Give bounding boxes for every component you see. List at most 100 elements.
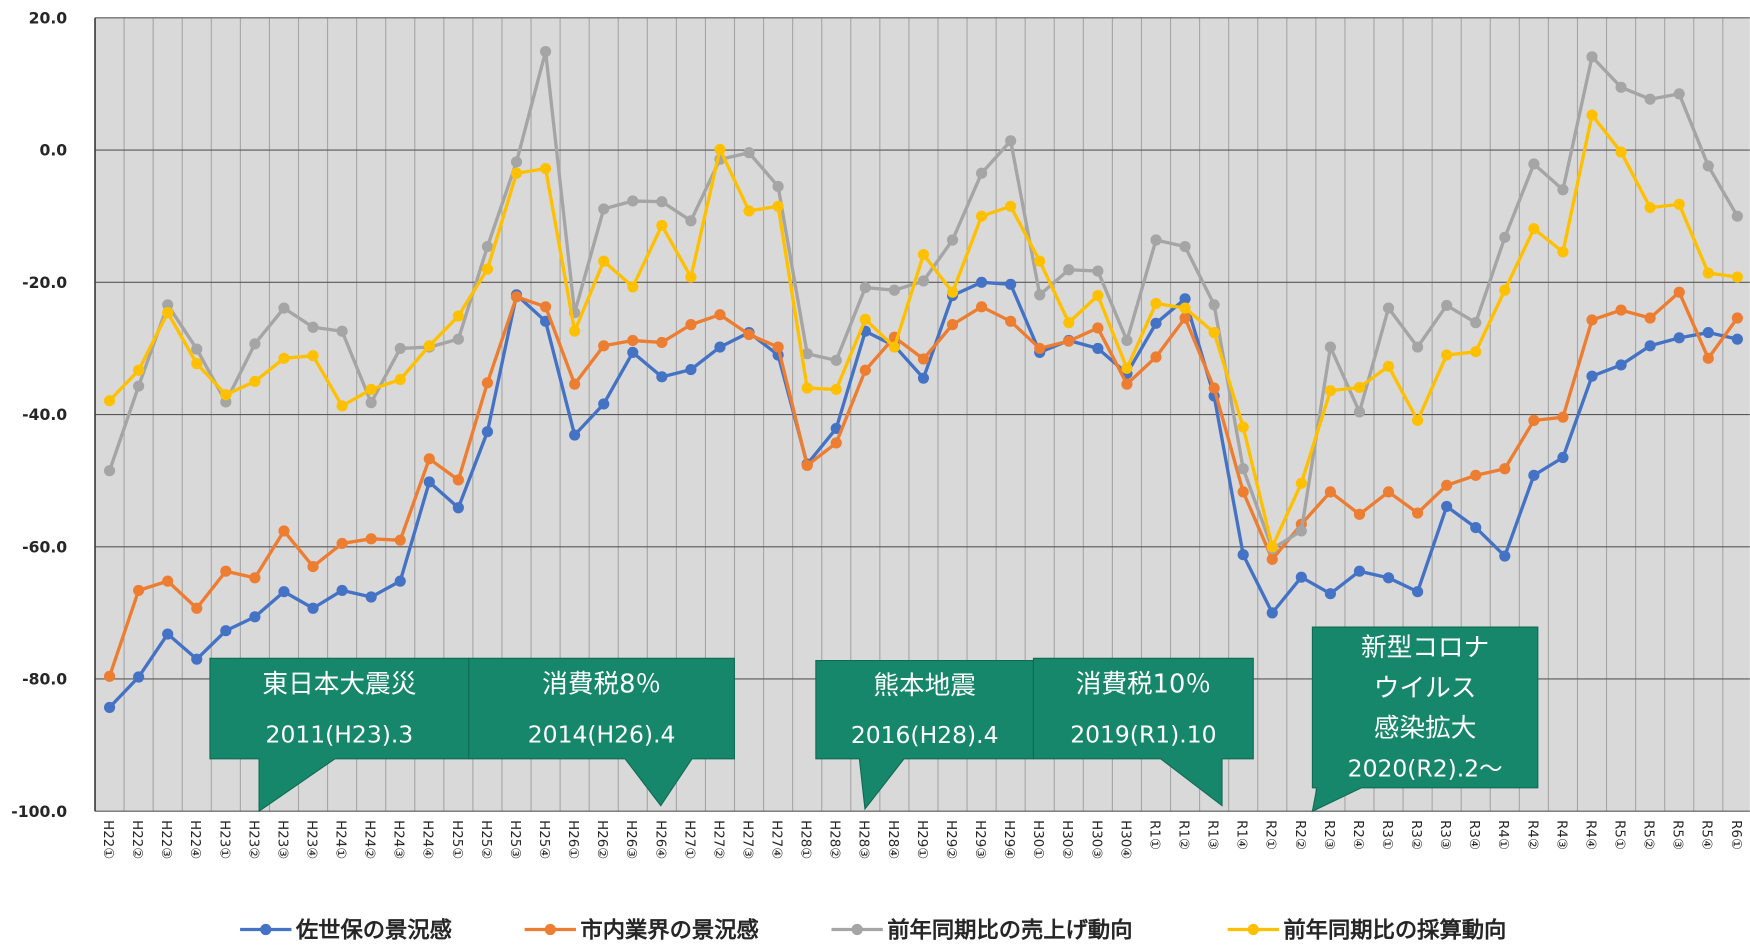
legend-label: 佐世保の景況感 bbox=[295, 916, 452, 943]
y-tick-label: -60.0 bbox=[22, 538, 67, 556]
x-tick-label: H23③ bbox=[274, 820, 289, 859]
data-point bbox=[1615, 304, 1627, 316]
data-point bbox=[220, 565, 232, 577]
legend-label: 前年同期比の採算動向 bbox=[1283, 916, 1506, 943]
data-point bbox=[1063, 335, 1075, 347]
data-point bbox=[1034, 342, 1046, 354]
data-point bbox=[714, 143, 726, 155]
x-tick-label: R4① bbox=[1495, 820, 1510, 850]
data-point bbox=[1673, 88, 1685, 100]
data-point bbox=[1731, 210, 1743, 222]
data-point bbox=[423, 340, 435, 352]
data-point bbox=[598, 255, 610, 267]
data-point bbox=[1615, 81, 1627, 93]
data-point bbox=[1237, 421, 1249, 433]
x-tick-label: H23① bbox=[216, 820, 231, 859]
data-point bbox=[1644, 202, 1656, 214]
data-point bbox=[1382, 572, 1395, 584]
data-point bbox=[830, 383, 842, 395]
legend-marker bbox=[260, 923, 272, 936]
x-tick-label: R5① bbox=[1611, 820, 1626, 850]
data-point bbox=[1644, 93, 1656, 105]
x-tick-label: H22① bbox=[100, 820, 115, 859]
annotation: 消費税10％ 2019(R1).10 bbox=[1032, 657, 1254, 807]
data-point bbox=[336, 537, 348, 550]
data-point bbox=[307, 350, 319, 362]
data-point bbox=[946, 234, 959, 246]
data-point bbox=[830, 354, 842, 366]
data-point bbox=[365, 533, 377, 545]
data-point bbox=[627, 346, 639, 358]
data-point bbox=[917, 248, 930, 261]
data-point bbox=[830, 422, 842, 434]
data-point bbox=[569, 378, 581, 390]
data-point bbox=[1208, 382, 1220, 394]
annotation-text: 熊本地震 bbox=[873, 671, 976, 701]
data-point bbox=[917, 372, 930, 384]
x-tick-label: H26③ bbox=[623, 820, 638, 859]
data-point bbox=[1150, 297, 1162, 310]
data-point bbox=[423, 453, 435, 465]
data-point bbox=[278, 302, 290, 314]
legend-label: 前年同期比の売上げ動向 bbox=[887, 916, 1132, 943]
data-point bbox=[1324, 341, 1336, 353]
data-point bbox=[859, 313, 871, 325]
data-point bbox=[1557, 184, 1569, 196]
y-tick-label: 0.0 bbox=[39, 142, 67, 160]
data-point bbox=[1237, 549, 1249, 561]
data-point bbox=[133, 584, 145, 596]
x-tick-label: H30③ bbox=[1088, 820, 1103, 859]
data-point bbox=[278, 352, 290, 364]
data-point bbox=[220, 625, 232, 637]
data-point bbox=[1528, 469, 1540, 481]
x-tick-label: H27① bbox=[681, 820, 696, 859]
data-point bbox=[394, 534, 406, 546]
legend-marker bbox=[851, 923, 863, 936]
data-point bbox=[1499, 463, 1511, 475]
data-point bbox=[249, 375, 261, 388]
x-tick-label: R3② bbox=[1408, 820, 1423, 850]
data-point bbox=[394, 575, 406, 587]
data-point bbox=[1557, 411, 1569, 423]
x-tick-label: H26① bbox=[565, 820, 580, 859]
data-point bbox=[1005, 135, 1017, 147]
x-tick-label: H23④ bbox=[303, 820, 318, 859]
data-point bbox=[946, 319, 959, 331]
x-tick-label: H29② bbox=[943, 820, 958, 859]
x-tick-label: H26② bbox=[594, 820, 609, 859]
annotation: 熊本地震 2016(H28).4 bbox=[815, 660, 1035, 811]
data-point bbox=[1237, 463, 1249, 475]
annotation: 東日本大震災 2011(H23).3 bbox=[209, 657, 470, 813]
data-point bbox=[1557, 246, 1569, 258]
x-tick-label: H28② bbox=[827, 820, 842, 859]
annotation-text: 東日本大震災 bbox=[262, 669, 416, 699]
data-point bbox=[1034, 255, 1046, 267]
x-tick-label: H28④ bbox=[885, 820, 900, 859]
annotation-text: 消費税10％ bbox=[1076, 669, 1211, 699]
data-point bbox=[452, 310, 464, 322]
x-tick-label: H30① bbox=[1030, 820, 1045, 859]
data-point bbox=[1382, 486, 1395, 498]
data-point bbox=[1353, 406, 1366, 418]
annotation-text: 2019(R1).10 bbox=[1070, 721, 1216, 749]
data-point bbox=[481, 426, 494, 438]
data-point bbox=[1441, 500, 1453, 513]
data-point bbox=[1179, 293, 1191, 305]
data-point bbox=[452, 474, 464, 486]
x-tick-label: R3① bbox=[1379, 820, 1394, 850]
data-point bbox=[307, 561, 319, 573]
x-tick-label: H29① bbox=[914, 820, 929, 859]
data-point bbox=[1673, 286, 1685, 298]
data-point bbox=[1644, 312, 1656, 324]
data-point bbox=[569, 429, 581, 441]
data-point bbox=[481, 377, 494, 389]
data-point bbox=[976, 210, 988, 222]
x-tick-label: H22④ bbox=[187, 820, 202, 859]
data-point bbox=[103, 670, 116, 682]
x-tick-label: R1① bbox=[1146, 820, 1161, 850]
data-point bbox=[191, 358, 203, 370]
x-tick-label: R5③ bbox=[1670, 820, 1685, 850]
data-point bbox=[627, 195, 639, 207]
x-tick-label: H27③ bbox=[739, 820, 754, 859]
data-point bbox=[539, 301, 552, 313]
